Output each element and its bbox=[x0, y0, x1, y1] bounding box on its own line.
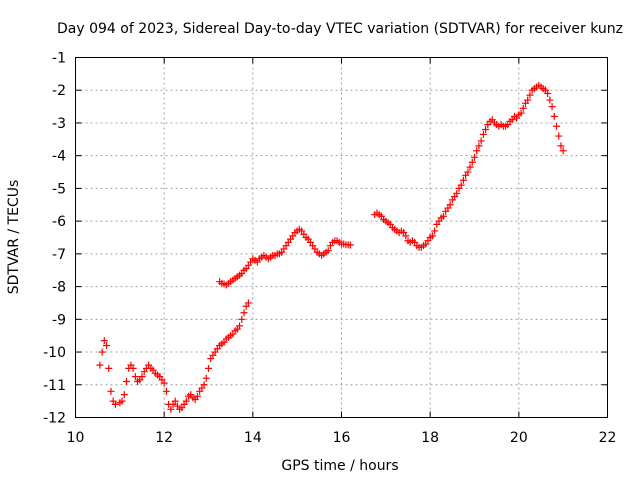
y-tick-label: -5 bbox=[52, 181, 66, 197]
data-point bbox=[162, 387, 170, 395]
data-point bbox=[240, 309, 248, 317]
data-point bbox=[559, 147, 567, 155]
data-point bbox=[182, 397, 190, 405]
data-point bbox=[120, 391, 128, 399]
data-point bbox=[471, 153, 478, 161]
data-point bbox=[428, 232, 436, 240]
data-point bbox=[548, 103, 556, 111]
data-point bbox=[98, 348, 106, 356]
data-point bbox=[555, 132, 563, 140]
data-point bbox=[138, 373, 146, 381]
data-point bbox=[526, 91, 534, 99]
x-tick-label: 16 bbox=[333, 430, 351, 446]
data-point bbox=[453, 189, 461, 197]
data-point bbox=[519, 104, 527, 112]
y-tick-label: -12 bbox=[43, 411, 66, 427]
y-axis-label: SDTVAR / TECUs bbox=[6, 180, 22, 295]
data-point bbox=[482, 126, 490, 133]
data-point bbox=[546, 96, 554, 104]
data-point bbox=[457, 181, 465, 189]
data-point bbox=[103, 342, 111, 349]
y-tick-label: -11 bbox=[43, 378, 66, 394]
data-point bbox=[473, 147, 481, 155]
data-point bbox=[402, 232, 410, 240]
data-point bbox=[131, 373, 139, 381]
data-point bbox=[107, 387, 115, 395]
data-point bbox=[200, 381, 208, 389]
data-point bbox=[324, 247, 332, 255]
y-tick-label: -2 bbox=[52, 83, 66, 99]
series-segment-3 bbox=[371, 81, 567, 251]
data-point bbox=[517, 109, 525, 117]
axis-ticks bbox=[75, 57, 608, 418]
data-point bbox=[236, 322, 244, 330]
x-tick-label: 18 bbox=[421, 430, 439, 446]
data-point bbox=[118, 397, 126, 405]
data-point bbox=[346, 241, 354, 249]
data-point bbox=[111, 400, 119, 408]
y-tick-label: -7 bbox=[52, 247, 66, 263]
x-tick-label: 14 bbox=[244, 430, 262, 446]
y-tick-label: -10 bbox=[43, 345, 66, 361]
data-point bbox=[100, 337, 108, 345]
data-point bbox=[205, 364, 212, 372]
chart-title: Day 094 of 2023, Sidereal Day-to-day VTE… bbox=[57, 21, 623, 37]
data-point bbox=[167, 405, 175, 413]
x-tick-label: 12 bbox=[155, 430, 173, 446]
data-point bbox=[96, 361, 104, 369]
x-tick-label: 22 bbox=[599, 430, 617, 446]
y-tick-label: -4 bbox=[52, 149, 66, 165]
data-point bbox=[129, 364, 137, 372]
y-tick-label: -6 bbox=[52, 214, 66, 230]
data-point bbox=[464, 168, 472, 176]
data-point bbox=[468, 158, 476, 166]
data-point bbox=[238, 315, 246, 323]
data-point bbox=[466, 163, 474, 171]
data-point bbox=[193, 392, 201, 400]
data-point bbox=[122, 378, 130, 385]
x-tick-label: 10 bbox=[67, 430, 85, 446]
data-point bbox=[477, 137, 485, 145]
y-tick-label: -3 bbox=[52, 116, 66, 132]
data-point bbox=[550, 112, 558, 120]
data-point bbox=[105, 364, 113, 372]
data-point bbox=[557, 142, 565, 150]
data-point bbox=[544, 90, 552, 97]
y-tick-label: -9 bbox=[52, 312, 66, 328]
data-point bbox=[160, 379, 168, 387]
grid bbox=[75, 57, 608, 418]
data-points bbox=[96, 81, 567, 413]
data-point bbox=[244, 299, 252, 307]
x-axis-label: GPS time / hours bbox=[281, 458, 398, 474]
data-point bbox=[475, 142, 483, 150]
data-point bbox=[446, 201, 454, 209]
data-point bbox=[202, 374, 210, 382]
data-point bbox=[459, 176, 467, 184]
y-tick-label: -1 bbox=[52, 51, 66, 67]
data-point bbox=[524, 96, 532, 104]
data-point bbox=[171, 397, 179, 405]
series-segment-1 bbox=[96, 299, 252, 413]
data-point bbox=[439, 212, 447, 220]
series-segment-2 bbox=[216, 225, 354, 289]
x-tick-label: 20 bbox=[510, 430, 528, 446]
data-point bbox=[553, 122, 561, 130]
x-tick-labels: 10 12 14 16 18 20 22 bbox=[67, 430, 617, 446]
data-point bbox=[479, 130, 487, 138]
y-tick-labels: -1 -2 -3 -4 -5 -6 -7 -8 -9 -10 -11 -12 bbox=[43, 51, 66, 427]
y-tick-label: -8 bbox=[52, 280, 66, 296]
data-point bbox=[431, 227, 439, 235]
